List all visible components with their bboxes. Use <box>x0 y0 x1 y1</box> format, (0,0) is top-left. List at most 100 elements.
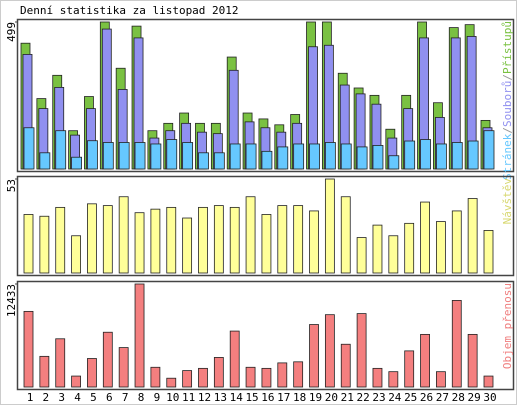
bar <box>55 206 66 274</box>
bar <box>372 224 383 274</box>
bar <box>39 355 50 388</box>
panel-frame <box>16 175 515 277</box>
y-tick-label: 53 <box>5 179 18 192</box>
bar <box>150 143 162 170</box>
bar <box>182 142 194 170</box>
bar <box>198 367 208 388</box>
x-tick-label: 17 <box>277 391 290 404</box>
x-tick-label: 29 <box>468 391 481 404</box>
bar <box>388 235 399 274</box>
bar <box>118 196 129 274</box>
bar <box>340 196 351 274</box>
legend-separator: / <box>501 74 514 81</box>
legend-entry: Stránek <box>501 133 514 180</box>
bar <box>213 152 225 170</box>
bar <box>261 214 272 274</box>
bar <box>229 330 240 388</box>
bar <box>245 143 257 170</box>
bar <box>467 333 478 388</box>
x-tick-label: 7 <box>122 391 129 404</box>
bar <box>134 212 145 274</box>
x-tick-label: 2 <box>43 391 50 404</box>
x-tick-label: 11 <box>182 391 195 404</box>
x-tick-label: 26 <box>420 391 433 404</box>
bar <box>71 156 82 170</box>
bar <box>229 143 241 170</box>
bar <box>229 206 240 274</box>
bar <box>404 222 415 274</box>
bar <box>166 377 177 388</box>
bar <box>483 375 494 388</box>
bar <box>213 205 224 274</box>
bar <box>404 350 415 388</box>
bar <box>436 221 446 274</box>
x-tick-label: 15 <box>245 391 258 404</box>
legend: Objem přenosu <box>501 283 514 369</box>
bar <box>55 338 66 388</box>
bar <box>150 208 161 274</box>
x-tick-label: 27 <box>436 391 449 404</box>
x-tick-label: 20 <box>325 391 338 404</box>
bar <box>372 145 384 170</box>
x-tick-label: 12 <box>198 391 211 404</box>
bar <box>356 237 367 274</box>
x-tick-label: 5 <box>90 391 97 404</box>
bar <box>87 203 97 274</box>
x-tick-label: 9 <box>154 391 161 404</box>
y-tick-label: 12433 <box>5 284 18 317</box>
bar <box>39 152 51 170</box>
legend-entry: Přístupů <box>501 21 514 74</box>
x-tick-label: 3 <box>58 391 65 404</box>
bar <box>467 198 478 274</box>
panel-frame <box>16 18 515 173</box>
x-tick-label: 16 <box>261 391 274 404</box>
bar <box>198 152 209 170</box>
x-tick-label: 25 <box>404 391 417 404</box>
legend-entry: Návštěv <box>501 178 514 225</box>
bar <box>420 201 430 274</box>
x-tick-label: 13 <box>214 391 227 404</box>
bar <box>23 310 34 388</box>
bar <box>293 361 304 388</box>
bar <box>245 196 256 274</box>
bar <box>436 143 447 170</box>
x-tick-label: 18 <box>293 391 306 404</box>
bar <box>293 205 304 274</box>
bar <box>71 235 81 274</box>
bar <box>55 130 67 170</box>
bar <box>309 143 320 170</box>
bar <box>23 127 35 170</box>
x-tick-label: 19 <box>309 391 322 404</box>
bar <box>324 178 335 274</box>
bar <box>420 139 431 170</box>
bar <box>483 130 495 170</box>
bar <box>451 142 463 170</box>
bar <box>309 210 319 274</box>
panel-frame <box>16 280 515 391</box>
legend-entry: Objem přenosu <box>501 283 514 369</box>
legend: Návštěv <box>501 178 514 225</box>
bar <box>277 362 288 388</box>
bar <box>309 324 319 388</box>
x-tick-label: 21 <box>341 391 354 404</box>
bar <box>87 140 98 170</box>
bar <box>198 206 208 274</box>
chart-title: Denní statistika za listopad 2012 <box>20 4 239 17</box>
bar <box>182 370 193 388</box>
bar <box>277 205 288 274</box>
bar <box>467 140 479 170</box>
bar <box>213 357 224 388</box>
bar <box>340 143 352 170</box>
legend: Stránek/Souborů/Přístupů <box>501 21 514 180</box>
bar <box>388 155 400 170</box>
x-tick-label: 4 <box>74 391 81 404</box>
bar <box>340 343 351 388</box>
bar <box>388 371 399 388</box>
bar <box>102 142 114 170</box>
bar <box>134 142 146 170</box>
bar <box>293 143 305 170</box>
bar <box>372 367 383 388</box>
x-tick-label: 24 <box>388 391 402 404</box>
bar <box>261 150 273 170</box>
